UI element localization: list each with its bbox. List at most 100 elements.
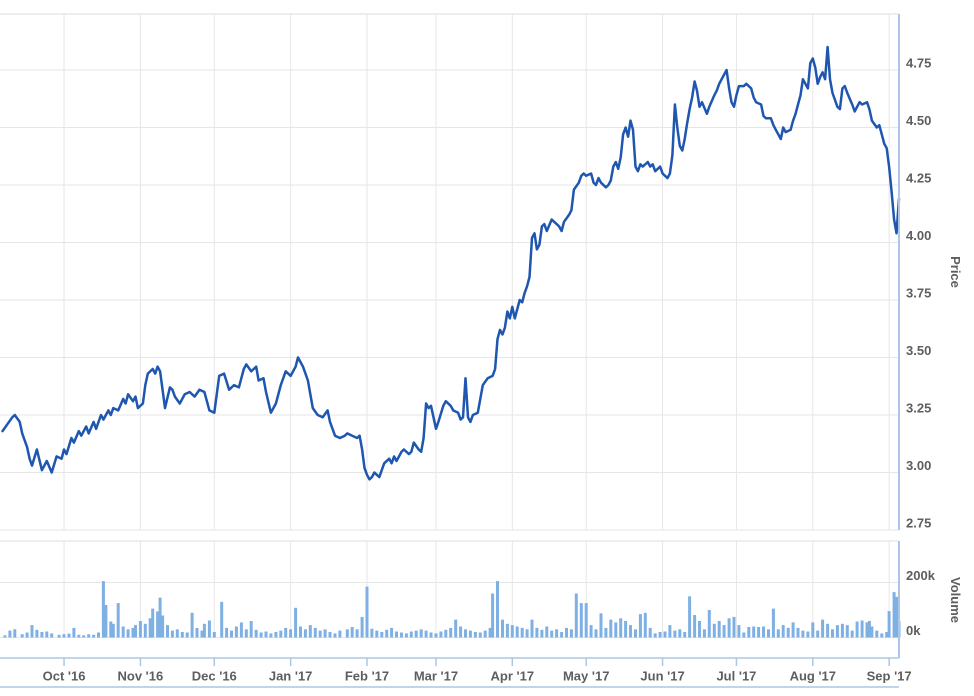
- volume-bar: [885, 632, 889, 638]
- volume-bar: [496, 581, 499, 638]
- volume-bar: [121, 626, 125, 638]
- x-axis-label: Jan '17: [269, 669, 313, 684]
- volume-bar: [525, 629, 529, 638]
- volume-bar: [464, 629, 467, 638]
- volume-bar: [97, 632, 100, 638]
- volume-bar: [752, 626, 756, 638]
- volume-bar: [104, 605, 108, 638]
- volume-bar: [855, 621, 859, 638]
- volume-bar: [584, 603, 588, 638]
- volume-bar: [478, 632, 482, 638]
- x-axis-label: Mar '17: [414, 669, 458, 684]
- volume-bar: [419, 629, 423, 638]
- volume-bar: [796, 627, 800, 638]
- volume-bar: [609, 619, 613, 638]
- volume-bar: [757, 627, 761, 638]
- price-axis-label: 3.00: [906, 458, 931, 473]
- volume-bar: [8, 630, 12, 638]
- volume-bar: [220, 601, 224, 638]
- volume-bar: [360, 616, 364, 638]
- volume-axis-title: Volume: [948, 577, 963, 623]
- volume-bar: [439, 631, 443, 638]
- volume-bar: [239, 622, 243, 638]
- volume-bar: [771, 608, 775, 638]
- volume-bar: [892, 592, 896, 638]
- volume-bar: [722, 625, 726, 638]
- volume-bar: [643, 612, 647, 638]
- volume-bar: [860, 620, 864, 638]
- volume-bar: [781, 625, 785, 638]
- volume-bar: [594, 629, 598, 638]
- volume-bar: [560, 632, 564, 638]
- volume-axis-label: 0k: [906, 623, 921, 638]
- volume-bar: [156, 611, 160, 638]
- volume-bar: [473, 632, 477, 638]
- x-axis-label: May '17: [563, 669, 609, 684]
- volume-bar: [365, 586, 369, 638]
- volume-bar: [57, 634, 61, 638]
- axis-labels: 4.75 4.50 4.25 4.00 3.75 3.50 3.25 3.00 2.75 200k…: [43, 56, 936, 684]
- volume-bar: [274, 632, 278, 638]
- price-axis-label: 3.75: [906, 286, 931, 301]
- volume-bar: [202, 623, 206, 638]
- volume-bar: [444, 629, 448, 638]
- volume-bar: [3, 635, 7, 638]
- volume-bar: [826, 623, 830, 638]
- volume-bar: [501, 619, 504, 638]
- volume-bar: [747, 627, 751, 638]
- volume-bar: [254, 629, 258, 638]
- volume-bar: [289, 629, 293, 638]
- volume-bar: [604, 627, 608, 638]
- volume-bar: [648, 627, 652, 638]
- volume-bar: [737, 625, 741, 638]
- volume-bar: [867, 621, 871, 638]
- volume-bar: [328, 632, 332, 638]
- volume-bar: [540, 629, 544, 638]
- price-axis-label: 4.00: [906, 228, 931, 243]
- price-line-path: [1, 45, 901, 481]
- volume-bar: [530, 619, 534, 638]
- volume-bar: [880, 633, 884, 638]
- volume-bar: [840, 623, 844, 638]
- volume-bar: [732, 616, 736, 638]
- volume-bar: [791, 622, 795, 638]
- volume-bar: [138, 621, 142, 638]
- volume-bar: [870, 626, 874, 638]
- x-axis-label: Oct '16: [43, 669, 86, 684]
- x-axis-label: Sep '17: [867, 669, 912, 684]
- volume-bar: [742, 632, 746, 638]
- volume-bar: [77, 634, 81, 638]
- volume-bar: [230, 630, 233, 638]
- volume-bar: [619, 618, 623, 638]
- volume-bar: [488, 627, 492, 638]
- volume-bar: [395, 631, 398, 638]
- volume-bar: [185, 632, 189, 638]
- volume-bar: [87, 634, 91, 638]
- price-axis-label: 3.25: [906, 401, 931, 416]
- volume-bar: [683, 632, 687, 638]
- volume-bar: [13, 629, 17, 638]
- volume-bar: [390, 627, 394, 638]
- volume-bar: [491, 593, 495, 638]
- volume-bar: [101, 581, 105, 638]
- volume-bar: [134, 625, 137, 638]
- volume-bar: [294, 607, 298, 638]
- volume-bar: [109, 621, 113, 638]
- volume-bar: [505, 623, 509, 638]
- x-axis-label: Jul '17: [716, 669, 756, 684]
- volume-bar: [693, 615, 697, 638]
- volume-bar: [207, 620, 211, 638]
- volume-bar: [663, 631, 667, 638]
- volume-bar: [821, 619, 825, 638]
- x-axis-label: Aug '17: [790, 669, 836, 684]
- volume-bar: [801, 630, 805, 638]
- volume-bar: [40, 632, 44, 638]
- volume-bar: [565, 627, 568, 638]
- volume-bar: [279, 630, 283, 638]
- volume-bar: [845, 625, 849, 638]
- volume-bar: [850, 630, 854, 638]
- volume-bar: [550, 630, 554, 638]
- volume-bar: [72, 627, 76, 638]
